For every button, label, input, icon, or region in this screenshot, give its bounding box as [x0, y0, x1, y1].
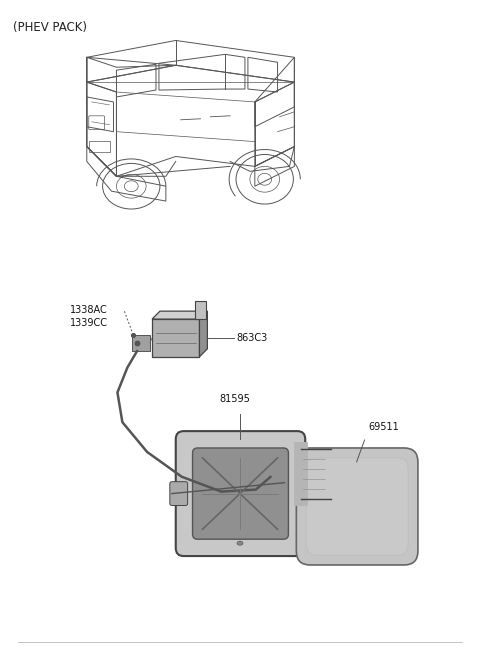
- Text: (PHEV PACK): (PHEV PACK): [12, 20, 87, 33]
- FancyBboxPatch shape: [264, 470, 279, 483]
- FancyBboxPatch shape: [170, 482, 188, 506]
- Polygon shape: [132, 335, 150, 351]
- FancyBboxPatch shape: [296, 448, 418, 565]
- Ellipse shape: [237, 541, 243, 545]
- FancyBboxPatch shape: [192, 448, 288, 539]
- FancyBboxPatch shape: [301, 449, 331, 499]
- Ellipse shape: [325, 449, 337, 499]
- FancyBboxPatch shape: [176, 431, 305, 556]
- Text: 81595: 81595: [220, 394, 251, 404]
- FancyBboxPatch shape: [306, 458, 408, 555]
- Text: 69511: 69511: [369, 422, 399, 432]
- Polygon shape: [200, 311, 207, 357]
- Polygon shape: [152, 319, 200, 357]
- Text: 863C3: 863C3: [236, 333, 267, 343]
- Text: 1338AC
1339CC: 1338AC 1339CC: [70, 305, 108, 329]
- Ellipse shape: [301, 449, 333, 499]
- Polygon shape: [152, 311, 207, 319]
- Polygon shape: [194, 301, 206, 319]
